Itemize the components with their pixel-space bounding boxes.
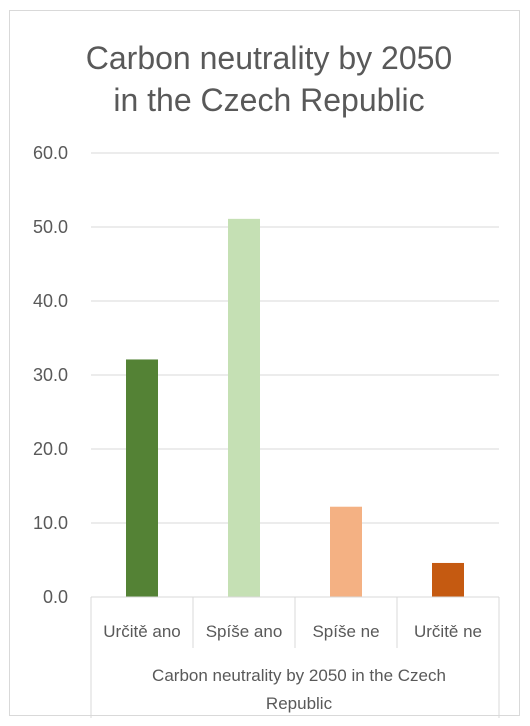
x-axis-title-line-1: Carbon neutrality by 2050 in the Czech <box>152 666 446 685</box>
y-tick-label: 50.0 <box>33 217 68 237</box>
category-dividers <box>90 597 500 718</box>
y-tick-label: 20.0 <box>33 439 68 459</box>
gridlines <box>91 152 499 524</box>
bar <box>330 506 362 597</box>
chart-frame <box>9 10 520 716</box>
x-category-label: Spíše ne <box>312 622 379 641</box>
x-category-label: Určitě ne <box>414 622 482 641</box>
x-axis-title-line-2: Republic <box>266 694 333 713</box>
y-axis-ticks: 0.0 10.0 20.0 30.0 40.0 50.0 60.0 <box>33 143 68 607</box>
x-category-label: Spíše ano <box>206 622 283 641</box>
x-category-label: Určitě ano <box>103 622 180 641</box>
bar <box>228 218 260 598</box>
y-tick-label: 60.0 <box>33 143 68 163</box>
bar <box>432 562 464 597</box>
y-tick-label: 40.0 <box>33 291 68 311</box>
bar <box>126 359 158 597</box>
y-tick-label: 0.0 <box>43 587 68 607</box>
chart-title-line-1: Carbon neutrality by 2050 <box>86 40 452 76</box>
chart-title-line-2: in the Czech Republic <box>113 82 424 118</box>
y-tick-label: 10.0 <box>33 513 68 533</box>
y-tick-label: 30.0 <box>33 365 68 385</box>
category-labels: Určitě ano Spíše ano Spíše ne Určitě ne <box>103 622 482 641</box>
bars <box>126 218 464 598</box>
